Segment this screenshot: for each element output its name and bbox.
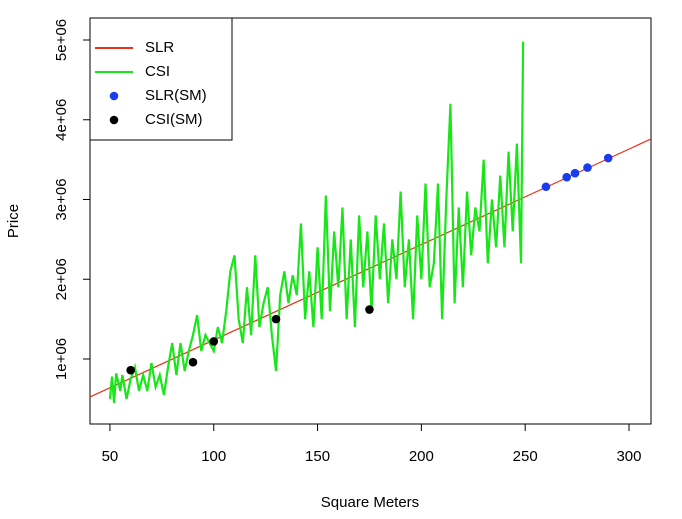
legend-label: SLR xyxy=(145,39,174,56)
point xyxy=(188,357,198,367)
x-tick-label: 300 xyxy=(616,448,641,465)
y-tick-label: 2e+06 xyxy=(53,258,70,300)
point xyxy=(271,314,281,324)
legend-swatch xyxy=(109,91,119,101)
legend-label: CSI(SM) xyxy=(145,111,203,128)
legend-label: CSI xyxy=(145,63,170,80)
y-tick-label: 4e+06 xyxy=(53,99,70,141)
x-tick-label: 150 xyxy=(305,448,330,465)
x-tick-label: 50 xyxy=(102,448,119,465)
legend-label: SLR(SM) xyxy=(145,87,207,104)
plot-box xyxy=(89,17,652,425)
point xyxy=(570,168,580,178)
point xyxy=(562,172,572,182)
point xyxy=(541,182,551,192)
point xyxy=(126,365,135,375)
legend-swatch xyxy=(109,115,119,125)
point xyxy=(583,163,592,172)
point xyxy=(603,153,613,163)
x-tick-label: 200 xyxy=(409,448,434,465)
y-tick-label: 1e+06 xyxy=(53,338,70,380)
y-tick-label: 5e+06 xyxy=(53,19,70,61)
y-tick-label: 3e+06 xyxy=(53,178,70,220)
x-axis-title: Square Meters xyxy=(321,494,419,511)
x-tick-label: 100 xyxy=(201,448,226,465)
series-line xyxy=(108,41,525,403)
x-tick-label: 250 xyxy=(513,448,538,465)
series-line xyxy=(89,138,652,398)
point xyxy=(365,305,374,314)
y-axis-title: Price xyxy=(5,204,22,238)
point xyxy=(209,337,219,346)
